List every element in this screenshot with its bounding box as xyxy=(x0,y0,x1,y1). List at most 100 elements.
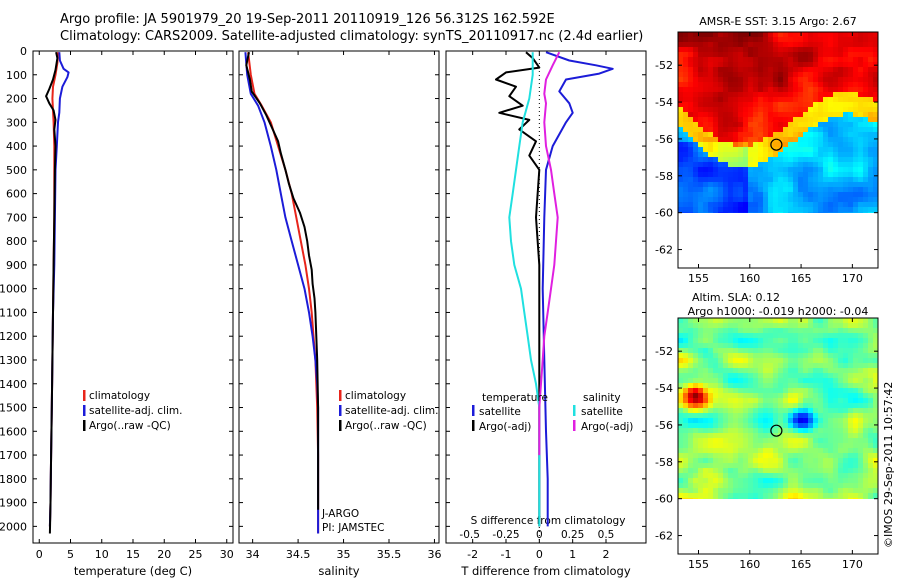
map-cell xyxy=(873,328,879,334)
map-cell xyxy=(708,207,714,213)
map-cell xyxy=(688,348,694,354)
map-cell xyxy=(698,62,704,68)
map-cell xyxy=(858,117,864,123)
map-cell xyxy=(718,438,724,444)
map-cell xyxy=(853,152,859,158)
map-cell xyxy=(788,358,794,364)
map-cell xyxy=(808,207,814,213)
map-cell xyxy=(843,167,849,173)
map-cell xyxy=(863,152,869,158)
map-cell xyxy=(723,373,729,379)
map-cell xyxy=(788,393,794,399)
legend-swatch xyxy=(83,405,86,416)
map-cell xyxy=(833,358,839,364)
map-cell xyxy=(708,107,714,113)
map-cell xyxy=(678,388,684,394)
map-cell xyxy=(808,142,814,148)
map-cell xyxy=(828,373,834,379)
map-cell xyxy=(718,77,724,83)
map-cell xyxy=(863,348,869,354)
map-cell xyxy=(708,32,714,38)
map-cell xyxy=(743,97,749,103)
map-cell xyxy=(873,97,879,103)
panel-frame xyxy=(32,50,234,544)
map-cell xyxy=(698,127,704,133)
map-cell xyxy=(858,498,864,499)
map-cell xyxy=(833,448,839,454)
map-cell xyxy=(693,207,699,213)
map-cell xyxy=(848,117,854,123)
map-cell xyxy=(723,323,729,329)
map-cell xyxy=(788,463,794,469)
map-cell xyxy=(793,157,799,163)
map-cell xyxy=(738,383,744,389)
map-cell xyxy=(698,488,704,494)
map-cell xyxy=(758,177,764,183)
map-cell xyxy=(793,393,799,399)
map-cell xyxy=(788,423,794,429)
map-cell xyxy=(733,77,739,83)
map-cell xyxy=(708,47,714,53)
legend-label: climatology xyxy=(89,390,150,402)
map-cell xyxy=(753,142,759,148)
map-cell xyxy=(683,428,689,434)
map-cell xyxy=(858,493,864,499)
map-cell xyxy=(723,428,729,434)
map-cell xyxy=(748,132,754,138)
map-cell xyxy=(788,82,794,88)
map-cell xyxy=(758,423,764,429)
map-cell xyxy=(853,428,859,434)
map-cell xyxy=(873,378,879,384)
map-cell xyxy=(773,353,779,359)
map-cell xyxy=(753,197,759,203)
map-cell xyxy=(843,32,849,38)
legend-title-temperature: temperature xyxy=(482,392,548,404)
map-cell xyxy=(773,107,779,113)
map-cell xyxy=(773,323,779,329)
map-cell xyxy=(863,187,869,193)
map-cell xyxy=(863,383,869,389)
map-cell xyxy=(768,127,774,133)
map-cell xyxy=(768,398,774,404)
map-cell xyxy=(723,197,729,203)
map-cell xyxy=(808,82,814,88)
map-cell xyxy=(718,157,724,163)
map-cell xyxy=(728,147,734,153)
map-cell xyxy=(753,207,759,213)
map-cell xyxy=(828,398,834,404)
map-cell xyxy=(823,368,829,374)
map-cell xyxy=(753,343,759,349)
map-cell xyxy=(718,207,724,213)
lon-tick-label: 155 xyxy=(688,558,709,571)
map-cell xyxy=(843,478,849,484)
map-cell xyxy=(773,192,779,198)
map-cell xyxy=(803,182,809,188)
map-cell xyxy=(823,413,829,419)
map-cell xyxy=(743,483,749,489)
map-cell xyxy=(848,32,854,38)
map-cell xyxy=(733,122,739,128)
map-cell xyxy=(823,438,829,444)
map-cell xyxy=(798,197,804,203)
map-cell xyxy=(778,97,784,103)
map-cell xyxy=(828,348,834,354)
map-cell xyxy=(738,323,744,329)
map-cell xyxy=(873,358,879,364)
map-cell xyxy=(768,152,774,158)
map-cell xyxy=(803,67,809,73)
map-cell xyxy=(843,338,849,344)
map-cell xyxy=(803,152,809,158)
map-cell xyxy=(858,418,864,424)
map-cell xyxy=(783,112,789,118)
map-cell xyxy=(828,423,834,429)
map-cell xyxy=(683,353,689,359)
map-cell xyxy=(698,122,704,128)
map-cell xyxy=(738,162,744,168)
map-cell xyxy=(688,157,694,163)
map-cell xyxy=(743,473,749,479)
map-cell xyxy=(868,323,874,329)
map-cell xyxy=(803,403,809,409)
map-cell xyxy=(773,57,779,63)
map-cell xyxy=(738,463,744,469)
map-cell xyxy=(788,458,794,464)
